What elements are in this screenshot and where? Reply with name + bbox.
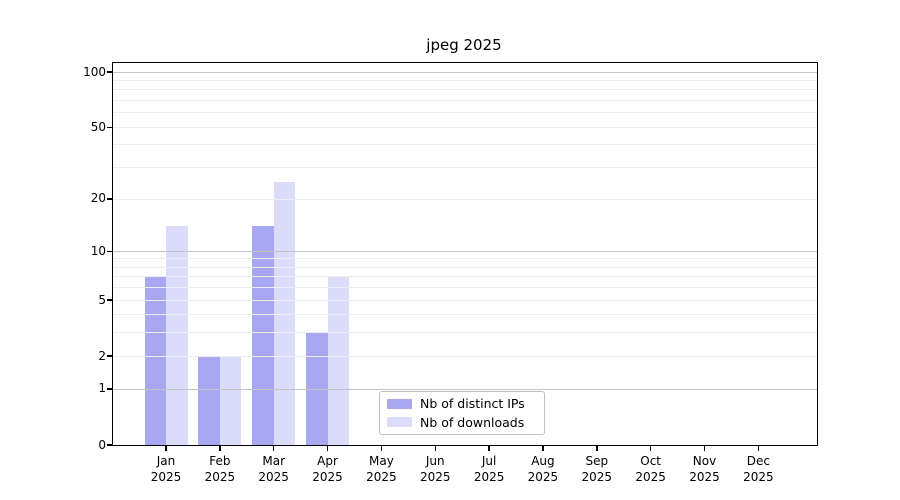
plot-area: Nb of distinct IPs Nb of downloads 100 50… [83,62,818,484]
y-tick-label-1: 1 [98,381,106,396]
y-tick-20 [106,198,112,200]
gridline-y-4 [113,314,817,316]
legend-swatch-distinct-ips [387,398,412,409]
x-tick-mar-2025 [272,446,275,451]
y-tick-1 [106,388,112,390]
x-tick-dec-2025 [757,446,760,451]
x-tick-feb-2025 [219,446,221,451]
bar-nb-of-distinct-ips-feb-2025 [198,356,220,445]
x-tick-label-apr-2025: Apr 2025 [312,454,343,484]
x-tick-aug-2025 [542,446,544,451]
y-tick-label-50: 50 [90,119,106,134]
gridline-y-2 [113,355,817,357]
x-tick-apr-2025 [326,446,329,451]
x-tick-label-dec-2025: Dec 2025 [743,454,774,484]
y-tick-2 [106,355,112,357]
bar-nb-of-downloads-jan-2025 [166,226,188,445]
y-tick-50 [106,126,112,129]
y-tick-label-20: 20 [90,191,106,206]
gridline-y-60 [113,112,817,114]
legend-label-distinct-ips: Nb of distinct IPs [420,396,525,412]
x-tick-label-jul-2025: Jul 2025 [473,454,505,484]
x-tick-label-jan-2025: Jan 2025 [150,454,182,484]
bar-nb-of-distinct-ips-mar-2025 [252,226,274,445]
gridline-y-90 [113,80,817,81]
x-tick-jul-2025 [488,446,490,451]
y-tick-label-10: 10 [90,243,106,258]
gridline-y-100 [113,71,817,73]
x-tick-label-oct-2025: Oct 2025 [635,454,666,484]
gridline-y-3 [113,332,817,334]
gridline-y-30 [113,167,817,169]
legend-swatch-downloads [387,417,412,428]
y-tick-0 [106,444,112,446]
gridline-y-5 [113,299,817,301]
x-tick-jun-2025 [434,446,436,451]
x-tick-nov-2025 [703,446,706,451]
gridline-y-80 [113,89,817,91]
x-tick-label-jun-2025: Jun 2025 [419,454,451,484]
bar-nb-of-distinct-ips-jan-2025 [144,276,166,445]
gridline-y-9 [113,258,817,260]
legend-label-downloads: Nb of downloads [420,414,525,430]
y-tick-label-0: 0 [98,437,106,452]
y-tick-10 [106,250,112,252]
x-tick-may-2025 [380,446,383,451]
gridline-y-40 [113,144,817,146]
gridline-y-7 [113,276,817,278]
gridline-y-50 [113,126,817,128]
gridline-y-1 [113,388,817,390]
x-tick-label-mar-2025: Mar 2025 [258,454,289,484]
bar-nb-of-downloads-mar-2025 [273,181,296,445]
bar-nb-of-downloads-feb-2025 [219,356,242,445]
y-tick-label-100: 100 [83,64,106,79]
bar-nb-of-downloads-apr-2025 [327,276,350,445]
gridline-y-6 [113,287,817,289]
x-tick-label-may-2025: May 2025 [366,454,397,484]
chart-title: jpeg 2025 [426,36,502,54]
legend-item-distinct-ips: Nb of distinct IPs [380,396,544,411]
x-tick-label-nov-2025: Nov 2025 [689,454,720,484]
gridline-y-20 [113,198,817,200]
x-tick-jan-2025 [165,446,167,451]
y-tick-label-2: 2 [98,348,106,363]
gridline-y-70 [113,100,817,102]
legend-item-downloads: Nb of downloads [380,415,544,430]
x-tick-sep-2025 [596,446,598,451]
y-tick-label-5: 5 [98,292,106,307]
x-tick-label-sep-2025: Sep 2025 [581,454,613,484]
x-tick-label-feb-2025: Feb 2025 [204,454,236,484]
x-tick-label-aug-2025: Aug 2025 [527,454,559,484]
x-tick-oct-2025 [649,446,652,451]
y-tick-5 [106,299,112,301]
legend: Nb of distinct IPs Nb of downloads [379,391,545,435]
y-tick-100 [106,71,112,73]
gridline-y-8 [113,266,817,268]
gridline-y-10 [113,250,817,252]
